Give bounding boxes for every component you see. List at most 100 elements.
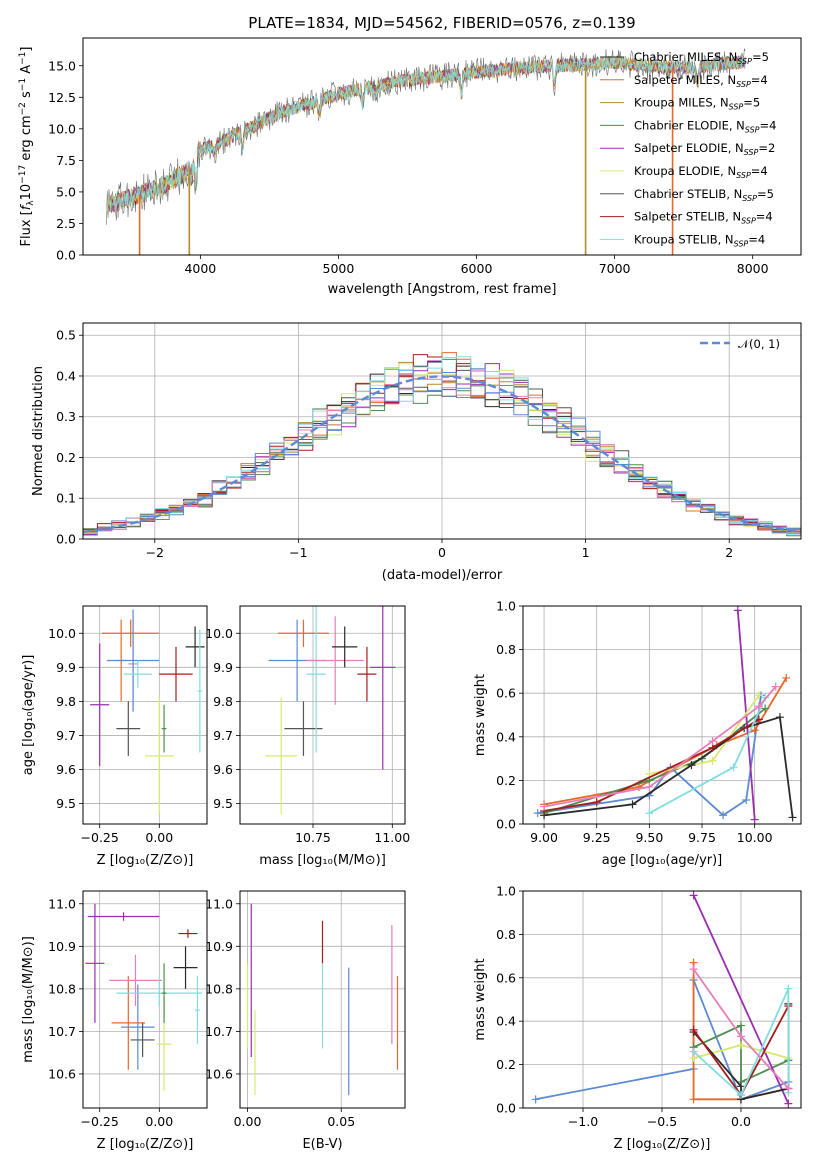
x-tick-label: 7000 — [599, 261, 631, 276]
errorbar-point — [116, 980, 203, 1006]
y-tick-label: 15.0 — [48, 58, 76, 73]
errorbar-point — [87, 912, 160, 921]
spectrum-axes: 4000 5000 6000 7000 8000 0.0 2.5 5.0 7.5 10.0 12.5… — [18, 14, 802, 297]
errorbar-point — [161, 704, 167, 753]
errorbar-point — [102, 619, 160, 647]
weight-line-8 — [543, 686, 777, 808]
weight-line-2 — [693, 1024, 789, 1084]
x-tick-label: 4000 — [184, 261, 216, 276]
y-axis-label: mass weight — [473, 674, 488, 756]
errorbar-point — [121, 984, 155, 1070]
legend-entry: Kroupa MILES, NSSP=5 — [634, 96, 760, 112]
y-tick-label: 7.5 — [56, 153, 76, 168]
y-tick-label: 9.9 — [56, 660, 76, 675]
x-tick-label: 0 — [438, 545, 446, 560]
weight-line-3 — [692, 894, 790, 1105]
y-tick-label: 0.6 — [496, 686, 516, 701]
chart-title: PLATE=1834, MJD=54562, FIBERID=0576, z=0… — [248, 14, 635, 32]
y-axis-label: Flux [fλ10−17 erg cm−2 s−1 A−1] — [18, 47, 36, 247]
x-tick-label: 5000 — [323, 261, 355, 276]
weight-line-6 — [543, 718, 760, 812]
x-tick-label: 9.75 — [688, 830, 716, 845]
legend-entry: 𝒩(0, 1) — [738, 337, 780, 351]
weight-marker — [788, 813, 797, 822]
x-tick-label: −0.25 — [81, 830, 119, 845]
residuals-plot-area — [83, 352, 801, 537]
errorbar-point — [85, 903, 105, 1023]
errorbar-point — [265, 697, 298, 814]
weight-marker — [784, 984, 793, 993]
y-tick-label: 9.7 — [213, 728, 233, 743]
errorbar-point — [195, 976, 200, 1045]
weight-marker — [708, 737, 717, 746]
weight-marker — [689, 1025, 698, 1034]
errorbar-point — [185, 626, 205, 668]
axes-frame — [82, 37, 802, 256]
errorbar-point — [178, 929, 198, 938]
y-tick-label: 0.0 — [56, 248, 76, 263]
legend-entry: Salpeter ELODIE, NSSP=2 — [634, 141, 775, 157]
y-tick-label: 1.0 — [496, 884, 516, 899]
x-tick-label: 9.50 — [635, 830, 663, 845]
weight-marker — [689, 1047, 698, 1056]
x-tick-label: 0.0 — [731, 1114, 751, 1129]
spectrum-legend: Chabrier MILES, NSSP=5 Salpeter MILES, NS… — [600, 50, 776, 248]
y-tick-label: 10.6 — [48, 1066, 76, 1081]
y-tick-label: 0.5 — [56, 328, 76, 343]
errorbar-point — [130, 1022, 155, 1057]
legend-entry: Chabrier MILES, NSSP=5 — [634, 50, 769, 66]
y-tick-label: 10.0 — [205, 626, 233, 641]
spectrum-plot-area — [106, 48, 746, 255]
spectrum-line-8 — [106, 55, 746, 216]
age_vs_Z-axes: −0.25 0.00 9.5 9.6 9.7 9.8 9.9 10.0 Z [log₁₀(Z/Z… — [21, 605, 208, 868]
y-tick-label: 9.5 — [56, 796, 76, 811]
weight-marker — [750, 726, 759, 735]
legend-entry: Kroupa STELIB, NSSP=4 — [634, 232, 765, 248]
y-tick-label: 12.5 — [48, 90, 76, 105]
weight-marker — [782, 673, 791, 682]
x-axis-label: E(B-V) — [302, 1137, 342, 1152]
y-axis-label: mass [log₁₀(M/M⊙)] — [21, 936, 36, 1063]
x-tick-label: −2 — [146, 545, 164, 560]
weight-line-5 — [543, 716, 794, 818]
y-tick-label: 0.0 — [496, 1101, 516, 1116]
y-tick-label: 10.7 — [48, 1024, 76, 1039]
legend-entry: Kroupa ELODIE, NSSP=4 — [634, 164, 768, 180]
y-tick-label: 11.0 — [205, 896, 233, 911]
y-tick-label: 0.4 — [496, 1014, 516, 1029]
weight-marker — [754, 691, 763, 700]
y-tick-label: 0.2 — [496, 1057, 516, 1072]
age_vs_mass-axes: 10.75 11.00 9.5 9.6 9.7 9.8 9.9 10.0 mass [log₁₀… — [205, 605, 410, 868]
weight-marker — [754, 702, 763, 711]
y-tick-label: 0.1 — [56, 491, 76, 506]
x-tick-label: 9.00 — [530, 830, 558, 845]
errorbar-point — [197, 629, 203, 753]
weight_vs_age-axes: 9.00 9.25 9.50 9.75 10.00 0.0 0.2 0.4 0.6 0.8 1.0 a… — [473, 599, 802, 868]
weight-marker — [742, 796, 751, 805]
mass_vs_ebv-axes: 0.00 0.05 10.6 10.7 10.8 10.9 11.0 E(B-V) — [205, 890, 406, 1152]
errorbar-point — [109, 954, 162, 1006]
y-tick-label: 0.6 — [496, 970, 516, 985]
weight-marker — [531, 1095, 540, 1104]
x-axis-label: mass [log₁₀(M/M⊙)] — [259, 853, 386, 868]
weight-marker — [761, 704, 770, 713]
weight-marker — [689, 1095, 698, 1104]
x-tick-label: −0.5 — [647, 1114, 677, 1129]
errorbar-point — [161, 963, 167, 1023]
axes-frame — [239, 605, 406, 825]
y-tick-label: 0.2 — [56, 450, 76, 465]
y-tick-label: 10.9 — [48, 939, 76, 954]
age_vs_mass-plot-area — [265, 606, 396, 814]
weight-marker — [645, 782, 654, 791]
x-tick-label: 6000 — [461, 261, 493, 276]
errorbar-point — [332, 626, 358, 668]
weight_vs_age-plot-area — [533, 606, 797, 824]
y-tick-label: 9.8 — [213, 694, 233, 709]
y-tick-label: 0.0 — [496, 817, 516, 832]
age_vs_Z-plot-area — [90, 609, 205, 814]
weight-marker — [645, 809, 654, 818]
weight-marker — [687, 761, 696, 770]
y-tick-label: 9.8 — [56, 694, 76, 709]
errorbar-point — [116, 701, 141, 756]
